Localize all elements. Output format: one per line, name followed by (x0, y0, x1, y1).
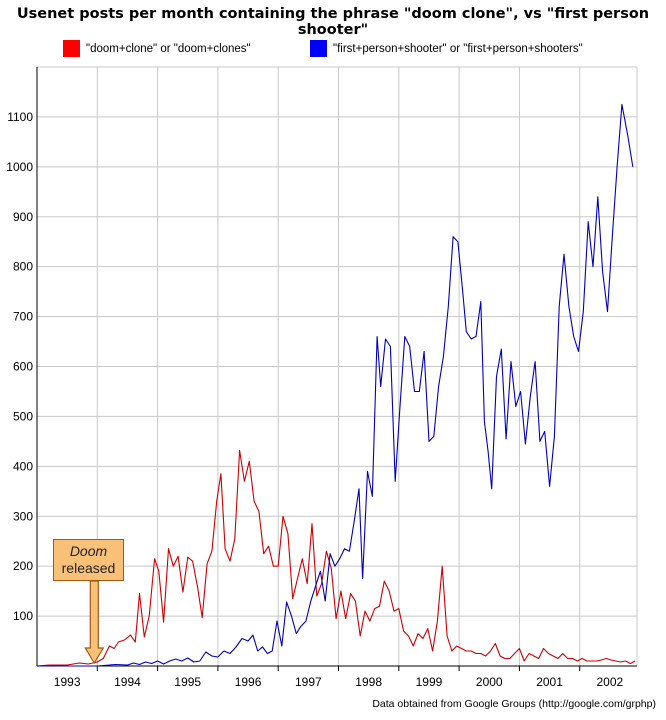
legend-item-fps: "first+person+shooter" or "first+person+… (310, 40, 583, 57)
y-tick-label: 1000 (6, 160, 33, 174)
series-line-fps (37, 103, 634, 667)
series-lines (36, 103, 636, 667)
x-tick-label: 1998 (355, 675, 382, 689)
y-tick-label: 700 (13, 310, 33, 324)
x-tick-label: 1996 (235, 675, 262, 689)
gridlines (37, 66, 637, 666)
legend-item-doom-clone: "doom+clone" or "doom+clones" (63, 40, 251, 57)
doom-released-callout: Doom released (53, 539, 124, 581)
x-tick-label: 2000 (476, 675, 503, 689)
x-tick-label: 1994 (114, 675, 141, 689)
x-tick-label: 2001 (536, 675, 563, 689)
tick-labels: 100 200 300 400 500 600 700 800 900 1000 1100 1993 1… (6, 110, 623, 689)
x-tick-label: 1997 (295, 675, 322, 689)
legend-label-fps: "first+person+shooter" or "first+person+… (333, 42, 583, 55)
legend-swatch-red (63, 40, 80, 57)
chart-title: Usenet posts per month containing the ph… (16, 6, 650, 38)
y-tick-label: 200 (13, 559, 33, 573)
y-tick-label: 100 (13, 609, 33, 623)
axes (36, 67, 638, 671)
y-tick-label: 800 (13, 260, 33, 274)
y-tick-label: 300 (13, 509, 33, 523)
y-tick-label: 1100 (7, 110, 33, 124)
y-tick-label: 400 (13, 459, 33, 473)
x-tick-label: 2002 (597, 675, 624, 689)
legend-swatch-blue (310, 40, 327, 57)
x-tick-label: 1993 (54, 675, 81, 689)
data-source-credit: Data obtained from Google Groups (http:/… (372, 698, 656, 710)
callout-arrow (84, 580, 105, 665)
y-tick-label: 600 (13, 360, 33, 374)
series-line-doom-clone (36, 449, 636, 667)
y-tick-label: 500 (13, 409, 33, 423)
x-tick-label: 1999 (416, 675, 443, 689)
callout-line-2: released (61, 560, 116, 576)
legend-label-doom-clone: "doom+clone" or "doom+clones" (86, 42, 251, 55)
y-tick-label: 900 (13, 210, 33, 224)
callout-line-1: Doom (69, 543, 108, 559)
x-tick-label: 1995 (174, 675, 201, 689)
callout-arrow-shape (84, 580, 105, 665)
